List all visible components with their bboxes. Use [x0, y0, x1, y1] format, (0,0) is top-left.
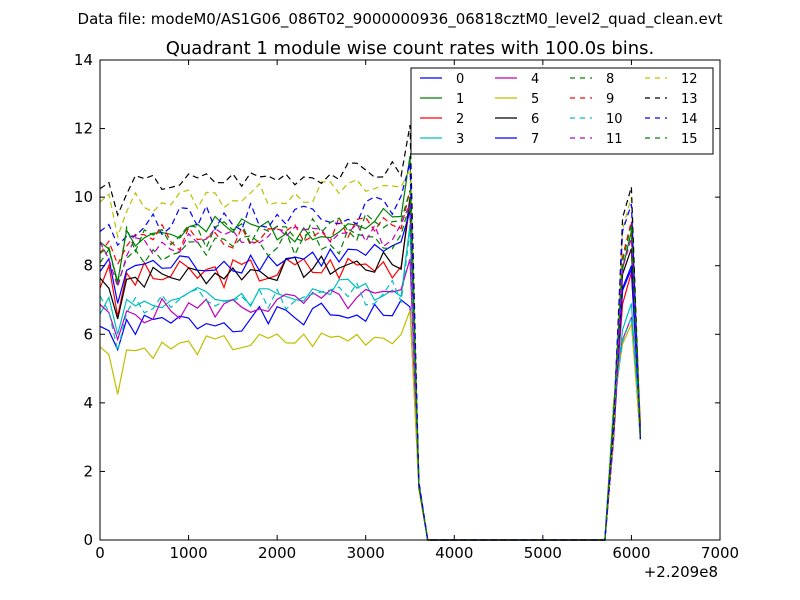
legend-label-10: 10 [606, 112, 623, 127]
legend-label-5: 5 [531, 92, 539, 107]
series-line-8 [99, 203, 641, 541]
y-tick-label: 6 [83, 325, 93, 343]
legend-label-15: 15 [681, 132, 698, 147]
plot-frame [99, 59, 721, 541]
legend-box [410, 67, 714, 155]
y-tick-label: 12 [74, 120, 93, 138]
x-tick-label: 0 [95, 544, 105, 562]
series-line-5 [99, 310, 641, 541]
legend-label-7: 7 [531, 132, 539, 147]
x-tick-label: 1000 [169, 544, 207, 562]
series-line-2 [99, 203, 641, 541]
series-line-3 [99, 224, 641, 541]
series-layer [99, 124, 641, 541]
series-line-0 [99, 265, 641, 541]
series-line-14 [99, 162, 641, 541]
chart-title: Quadrant 1 module wise count rates with … [166, 38, 655, 59]
series-line-13 [99, 124, 641, 541]
series-line-15 [99, 190, 641, 541]
y-tick-label: 2 [83, 462, 93, 480]
legend-label-11: 11 [606, 132, 623, 147]
x-tick-label: 4000 [435, 544, 473, 562]
y-tick-label: 4 [83, 394, 93, 412]
x-tick-label: 2000 [258, 544, 296, 562]
x-offset-label: +2.209e8 [644, 563, 718, 581]
x-tick-label: 6000 [612, 544, 650, 562]
legend-label-1: 1 [456, 92, 464, 107]
series-line-6 [99, 197, 641, 541]
x-tick-label: 5000 [524, 544, 562, 562]
legend-label-3: 3 [456, 132, 464, 147]
legend-label-6: 6 [531, 112, 539, 127]
legend-label-2: 2 [456, 112, 464, 127]
legend-label-13: 13 [681, 92, 698, 107]
series-line-11 [99, 203, 641, 541]
legend-label-9: 9 [606, 92, 614, 107]
y-tick-label: 14 [74, 51, 93, 69]
x-tick-label: 3000 [347, 544, 385, 562]
legend-label-8: 8 [606, 72, 614, 87]
series-line-7 [99, 210, 641, 541]
legend-label-0: 0 [456, 72, 464, 87]
series-line-9 [99, 190, 641, 541]
x-tick-label: 7000 [701, 544, 739, 562]
y-tick-label: 0 [83, 531, 93, 549]
legend-label-4: 4 [531, 72, 539, 87]
datafile-label: Data file: modeM0/AS1G06_086T02_90000009… [78, 10, 723, 29]
y-tick-label: 8 [83, 257, 93, 275]
legend-label-12: 12 [681, 72, 698, 87]
series-line-1 [99, 155, 641, 541]
legend-label-14: 14 [681, 112, 698, 127]
y-tick-label: 10 [74, 188, 93, 206]
series-line-4 [99, 258, 641, 541]
